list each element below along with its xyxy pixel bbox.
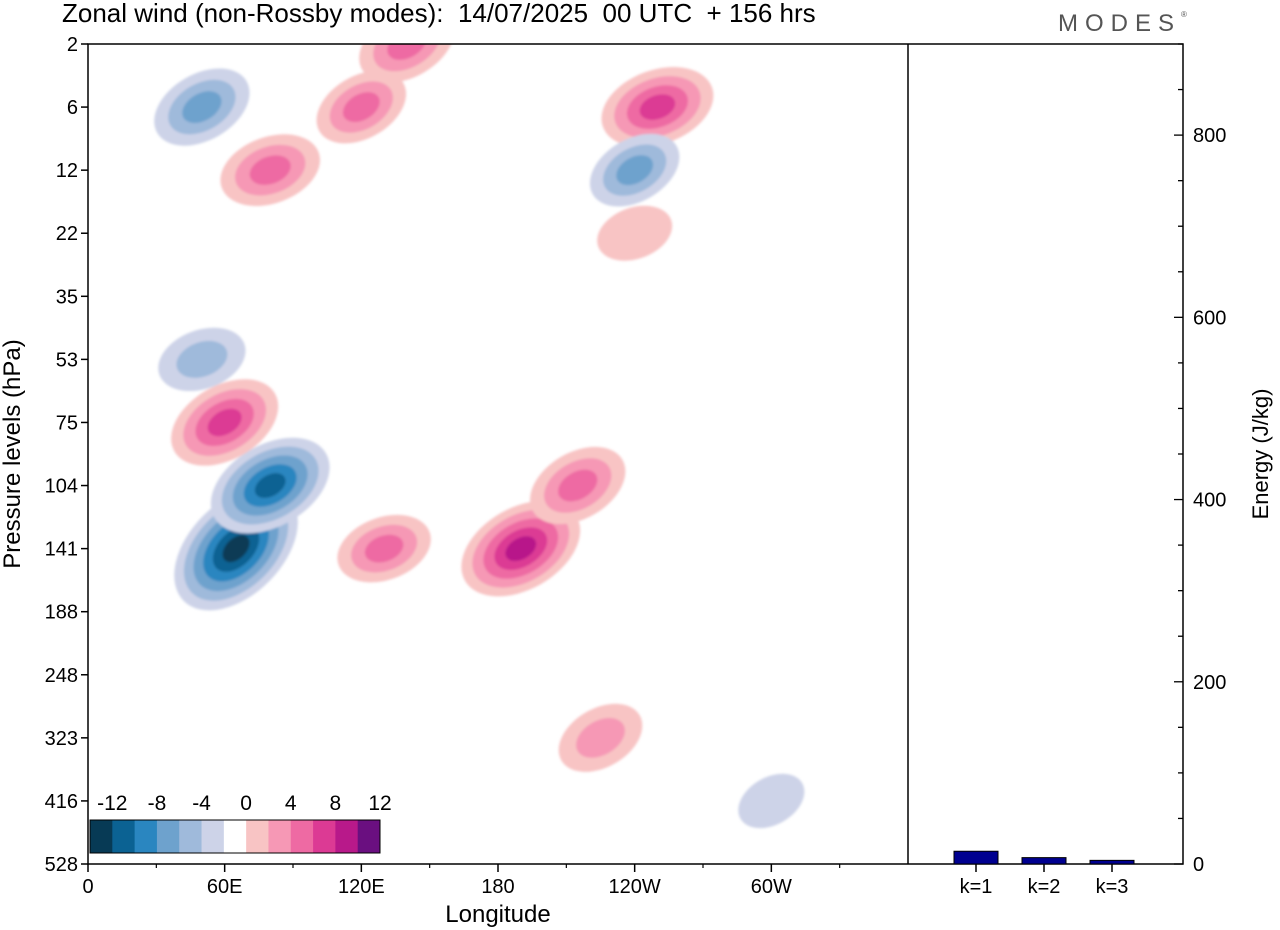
colorbar-frame xyxy=(89,819,381,854)
colorbar-swatch xyxy=(112,820,136,853)
energy-tick-label: 200 xyxy=(1193,672,1226,694)
wind-contour-field xyxy=(88,44,908,864)
bar-category-label: k=1 xyxy=(960,876,993,898)
contour-band xyxy=(597,205,673,261)
x-tick-label: 60W xyxy=(751,876,792,898)
y-tick-label: 104 xyxy=(45,476,78,498)
contour-feature xyxy=(154,68,250,146)
energy-bar-k3 xyxy=(1089,859,1135,865)
colorbar-swatch xyxy=(357,820,381,853)
contour-band xyxy=(639,94,676,120)
colorbar-swatch xyxy=(90,820,113,853)
colorbar-swatch xyxy=(290,820,314,853)
colorbar-swatch xyxy=(134,820,158,853)
contour-feature xyxy=(589,133,680,207)
contour-band xyxy=(738,773,805,829)
y-tick-label: 75 xyxy=(56,412,78,434)
contour-feature xyxy=(158,327,246,392)
y-tick-label: 2 xyxy=(67,34,78,56)
y-tick-label: 12 xyxy=(56,160,78,182)
bar-category-label: k=2 xyxy=(1028,876,1061,898)
modes-logo: MODES® xyxy=(1058,10,1187,37)
y-tick-label: 53 xyxy=(56,349,78,371)
energy-tick-label: 600 xyxy=(1193,307,1226,329)
colorbar-label: 0 xyxy=(240,792,252,815)
x-tick-label: 120W xyxy=(609,876,661,898)
energy-bars: 0 200 400 600 800 Energy (J/kg) k=1 k=2 k=3 xyxy=(953,43,1273,898)
contour-band xyxy=(176,340,228,378)
y-tick-label: 248 xyxy=(45,665,78,687)
y-tick-label: 6 xyxy=(67,97,78,119)
contour-band xyxy=(222,535,250,563)
contour-band xyxy=(576,717,625,758)
colorbar-swatch xyxy=(201,820,225,853)
contour-feature xyxy=(558,703,643,772)
colorbar-swatch xyxy=(223,820,247,853)
colorbar: -12 -8 -4 0 4 8 12 xyxy=(88,786,392,856)
colorbar-swatch xyxy=(179,820,202,853)
contour-band xyxy=(505,536,537,562)
contour-band xyxy=(207,408,242,437)
energy-axis-label: Energy (J/kg) xyxy=(1248,389,1273,520)
contour-bands xyxy=(154,44,805,829)
contour-feature xyxy=(220,134,321,206)
contour-band xyxy=(616,155,654,186)
energy-tick-label: 800 xyxy=(1193,125,1226,147)
contour-band xyxy=(373,44,441,72)
x-tick-label: 60E xyxy=(207,876,243,898)
y-tick-label: 141 xyxy=(45,539,78,561)
contour-feature xyxy=(597,205,673,261)
contour-feature xyxy=(316,70,407,144)
contour-feature xyxy=(601,67,714,148)
contour-feature xyxy=(738,773,805,829)
x-axis-label: Longitude xyxy=(445,901,550,928)
colorbar-swatch xyxy=(335,820,359,853)
bar-category-label: k=3 xyxy=(1096,876,1129,898)
colorbar-label: 4 xyxy=(285,792,297,815)
x-tick-label: 0 xyxy=(82,876,93,898)
y-tick-label: 323 xyxy=(45,728,78,750)
x-tick-label: 120E xyxy=(338,876,385,898)
contour-band xyxy=(364,534,404,563)
contour-band xyxy=(249,155,291,185)
colorbar-label: -8 xyxy=(148,792,167,815)
colorbar-label: 8 xyxy=(330,792,342,815)
contour-band xyxy=(342,92,380,123)
energy-bar-k2 xyxy=(1021,857,1067,865)
y-tick-label: 22 xyxy=(56,223,78,245)
contour-feature xyxy=(337,514,431,583)
colorbar-swatch xyxy=(246,820,269,853)
energy-tick-label: 400 xyxy=(1193,490,1226,512)
colorbar-swatch xyxy=(313,820,336,853)
y-axis-label: Pressure levels (hPa) xyxy=(0,339,26,568)
colorbar-label: -12 xyxy=(97,792,127,815)
colorbar-swatch xyxy=(156,820,180,853)
colorbar-swatch xyxy=(268,820,292,853)
colorbar-label: -4 xyxy=(192,792,211,815)
y-tick-label: 35 xyxy=(56,286,78,308)
chart-title: Zonal wind (non-Rossby modes): 14/07/202… xyxy=(62,0,816,28)
y-tick-label: 188 xyxy=(45,602,78,624)
contour-feature xyxy=(210,437,330,534)
energy-bar-k1 xyxy=(953,850,999,865)
x-tick-label: 180 xyxy=(481,876,514,898)
contour-feature xyxy=(171,379,279,466)
contour-band xyxy=(254,473,286,498)
y-tick-label: 416 xyxy=(45,791,78,813)
contour-feature xyxy=(530,446,626,525)
y-tick-label: 528 xyxy=(45,854,78,876)
contour-band xyxy=(182,91,222,123)
colorbar-label: 12 xyxy=(368,792,391,815)
energy-tick-label: 0 xyxy=(1193,854,1204,876)
contour-band xyxy=(558,469,598,502)
contour-feature xyxy=(461,500,581,597)
